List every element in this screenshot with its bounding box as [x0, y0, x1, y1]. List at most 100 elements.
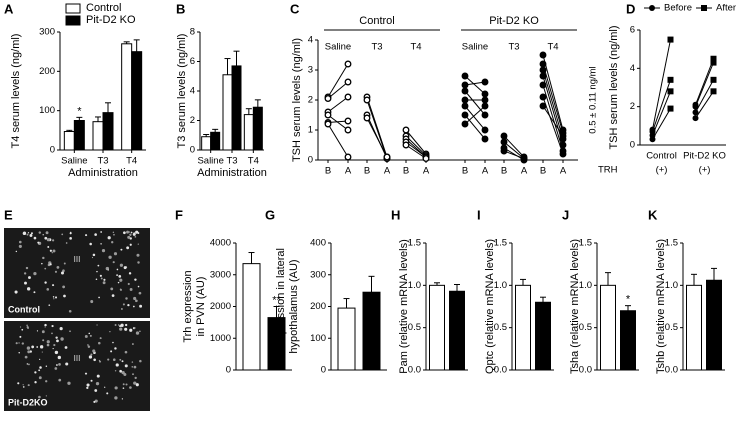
x-tick-label: T4 [126, 156, 137, 167]
y-tick-label: 6 [190, 56, 195, 67]
bar [429, 284, 445, 371]
cell [31, 345, 35, 349]
cell [100, 277, 103, 280]
point [539, 81, 547, 89]
cell [70, 231, 72, 234]
micrograph-label: Pit-D2KO [8, 397, 48, 407]
bar [131, 51, 143, 151]
cell [99, 360, 102, 363]
bar [337, 307, 356, 371]
pair-line [542, 84, 564, 152]
cell [33, 236, 37, 240]
cell [41, 351, 43, 353]
cell [113, 233, 115, 236]
panel-letter: F [175, 207, 183, 222]
cell [114, 396, 118, 400]
cell [24, 281, 27, 285]
cell [124, 350, 128, 354]
cell [18, 352, 20, 354]
panel-letter: K [648, 207, 658, 222]
cell [96, 324, 98, 326]
cell [137, 261, 140, 264]
cell [54, 296, 58, 299]
cell [114, 386, 118, 390]
cell [86, 383, 90, 387]
bar [102, 112, 114, 151]
legend-swatch [65, 3, 81, 14]
point [481, 90, 489, 98]
cell [60, 337, 64, 341]
pair-line [542, 105, 564, 137]
y-tick-label: 1.0 [494, 280, 507, 291]
x-tick-label: B [325, 166, 331, 177]
point [539, 72, 547, 80]
y-tick-label: 400 [310, 238, 326, 249]
cell [56, 266, 60, 269]
cell [129, 328, 133, 332]
point [559, 150, 567, 158]
cell [110, 350, 113, 353]
cell [23, 231, 26, 234]
cell [94, 389, 98, 392]
cell [133, 296, 137, 301]
y-tick-label: 4 [190, 86, 195, 97]
cell [127, 304, 130, 307]
pair-line [464, 90, 486, 116]
cell [139, 330, 141, 332]
point [481, 135, 489, 143]
panel-letter: I [477, 207, 481, 222]
cell [27, 232, 30, 234]
panel-letter: B [176, 1, 185, 16]
point [667, 76, 674, 83]
cell [54, 367, 58, 370]
x-tick-label: A [560, 166, 567, 177]
cell [111, 294, 115, 298]
pair-line [652, 91, 671, 136]
y-tick-label: 0 [321, 365, 326, 376]
x-tick-label: A [384, 166, 391, 177]
cell [33, 271, 37, 276]
y-tick-label: 1.0 [408, 280, 421, 291]
cell [38, 231, 42, 234]
cell [123, 266, 127, 270]
pair-line [464, 105, 486, 125]
cell [102, 281, 106, 285]
cell [60, 271, 64, 275]
cell [28, 276, 31, 280]
cell [33, 291, 36, 294]
point [344, 117, 352, 125]
y-tick-label: 1.5 [665, 238, 678, 249]
cell [47, 245, 50, 248]
cell [19, 335, 22, 338]
point [461, 120, 469, 128]
pair-line [503, 141, 525, 159]
x-tick-label: T3 [97, 156, 108, 167]
cell [114, 347, 117, 350]
y-tick-label: 1.0 [665, 280, 678, 291]
cell [116, 268, 119, 271]
cell [96, 374, 100, 378]
cell [42, 256, 45, 260]
cell [14, 290, 18, 294]
cell [34, 381, 37, 384]
y-axis-label: Qptc (relative mRNA levels) [484, 239, 496, 374]
cell [129, 243, 132, 246]
legend-label: Pit-D2 KO [86, 14, 136, 26]
point [481, 126, 489, 134]
cell [108, 255, 112, 259]
pair-line [652, 108, 671, 140]
point [520, 155, 528, 162]
cell [27, 350, 31, 354]
y-tick-label: 0.0 [408, 365, 421, 376]
cell [46, 288, 50, 291]
cell [133, 327, 136, 329]
point [344, 93, 352, 101]
cell [26, 324, 28, 327]
cell [119, 327, 123, 331]
point [461, 81, 469, 89]
cell [126, 246, 130, 250]
y-tick-label: 300 [39, 27, 55, 38]
y-axis-label: Pam (relative mRNA levels) [398, 239, 410, 373]
panel-letter: J [562, 207, 569, 222]
pair-line [405, 129, 427, 155]
